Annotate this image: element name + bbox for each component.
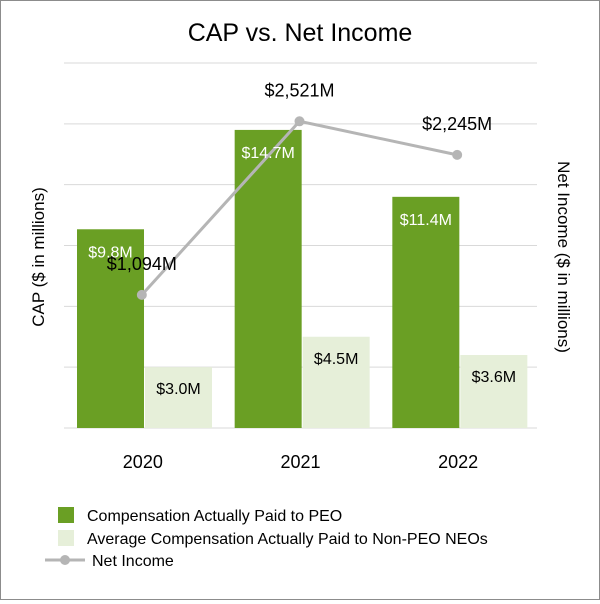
net-income-point-2022 — [452, 149, 463, 160]
y2-axis-title: Net Income ($ in millions) — [554, 161, 573, 353]
legend: Compensation Actually Paid to PEO Averag… — [45, 507, 488, 570]
data-labels: $9.8M $3.0M $14.7M $4.5M $11.4M $3.6M $1,094M $… — [88, 80, 516, 398]
bar-neo-2021 — [302, 336, 370, 428]
net-income-line-group — [136, 116, 463, 300]
legend-swatch-peo — [58, 507, 74, 523]
legend-label-peo: Compensation Actually Paid to PEO — [87, 508, 342, 525]
bar-label-peo-2020: $9.8M — [88, 244, 132, 261]
bar-label-peo-2021: $14.7M — [241, 145, 294, 162]
bar-label-peo-2022: $11.4M — [400, 212, 452, 229]
y-axis-title: CAP ($ in millions) — [29, 187, 48, 327]
bar-peo-2022 — [392, 196, 460, 428]
net-income-point-2021 — [294, 116, 305, 127]
bar-label-neo-2021: $4.5M — [314, 351, 358, 368]
bar-neo-2022 — [460, 355, 528, 428]
chart-title: CAP vs. Net Income — [188, 19, 413, 47]
legend-label-net-income: Net Income — [92, 553, 174, 570]
bar-peo-2020 — [77, 229, 144, 428]
bar-neo-2020 — [145, 367, 212, 428]
net-income-point-2020 — [136, 289, 147, 300]
bar-peo-2021 — [234, 129, 302, 428]
bar-label-neo-2022: $3.6M — [472, 369, 516, 386]
x-tick-2020: 2020 — [123, 452, 163, 472]
x-axis-ticks: 2020 2021 2022 — [123, 452, 478, 472]
x-tick-2022: 2022 — [438, 452, 478, 472]
x-tick-2021: 2021 — [280, 452, 320, 472]
net-income-label-2022: $2,245M — [422, 114, 492, 134]
legend-marker-net-income — [60, 555, 70, 565]
bars — [77, 129, 528, 428]
bar-label-neo-2020: $3.0M — [156, 381, 200, 398]
net-income-label-2021: $2,521M — [264, 80, 334, 100]
legend-label-neo: Average Compensation Actually Paid to No… — [87, 531, 488, 548]
net-income-label-2020: $1,094M — [107, 254, 177, 274]
legend-swatch-neo — [58, 530, 74, 546]
